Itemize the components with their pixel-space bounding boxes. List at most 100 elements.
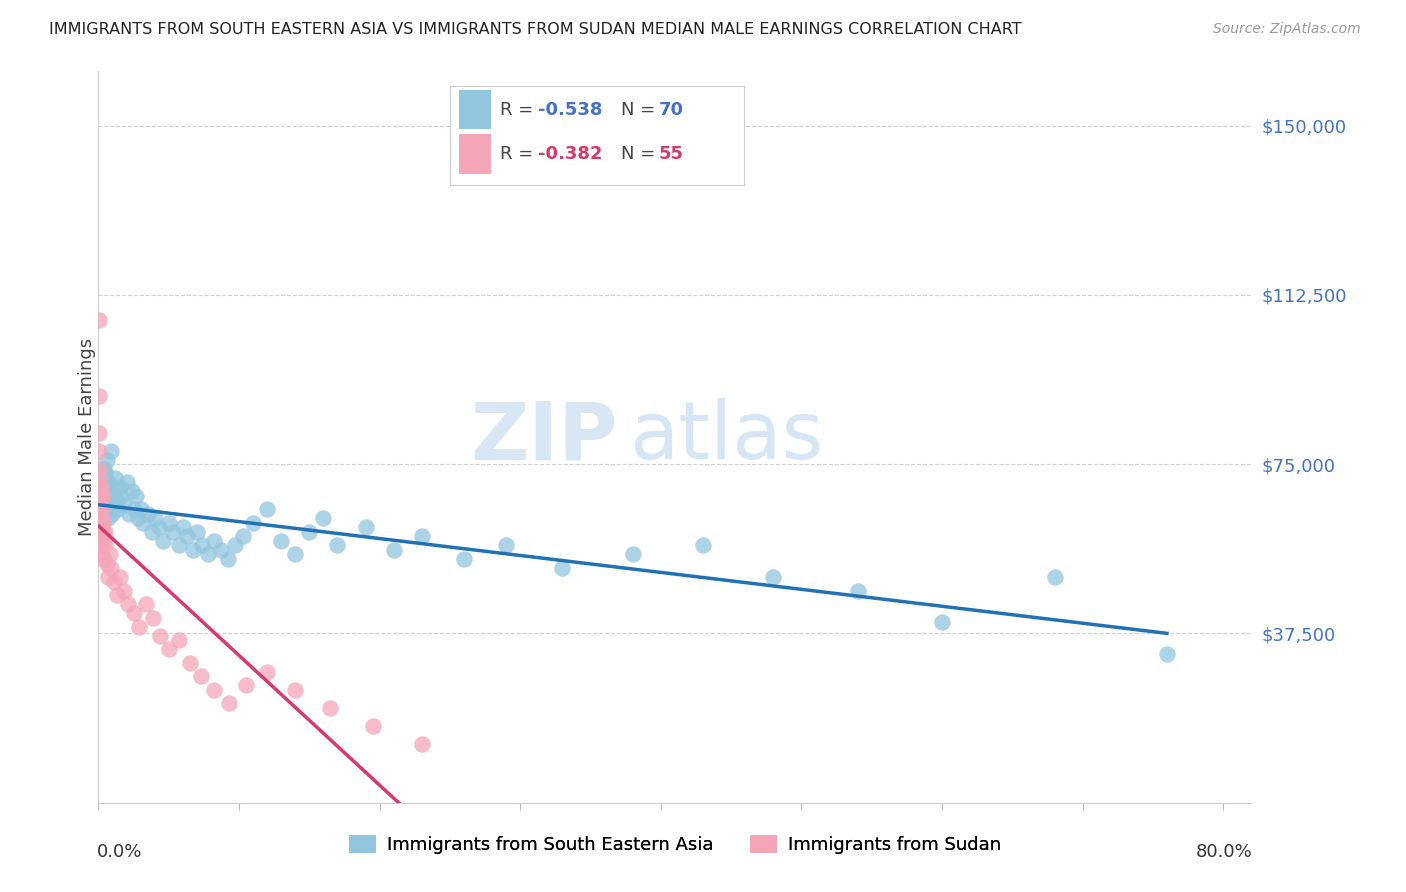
- Point: [149, 629, 172, 643]
- Point: [217, 552, 239, 566]
- Point: [157, 516, 180, 530]
- Point: [89, 524, 111, 539]
- Point: [90, 548, 112, 562]
- Point: [97, 511, 120, 525]
- Point: [135, 597, 157, 611]
- Point: [298, 524, 321, 539]
- Legend: Immigrants from South Eastern Asia, Immigrants from Sudan: Immigrants from South Eastern Asia, Immi…: [340, 826, 1010, 863]
- Point: [105, 588, 128, 602]
- Point: [202, 682, 225, 697]
- Point: [235, 678, 257, 692]
- Point: [91, 489, 114, 503]
- Point: [209, 543, 232, 558]
- Point: [1043, 570, 1066, 584]
- Point: [100, 502, 122, 516]
- Point: [621, 548, 644, 562]
- Point: [90, 502, 112, 516]
- Point: [98, 548, 121, 562]
- Point: [94, 466, 117, 480]
- Text: 80.0%: 80.0%: [1195, 843, 1253, 861]
- Text: Source: ZipAtlas.com: Source: ZipAtlas.com: [1213, 22, 1361, 37]
- Point: [181, 543, 204, 558]
- Point: [103, 574, 125, 589]
- Point: [129, 502, 152, 516]
- Point: [104, 471, 127, 485]
- Point: [326, 538, 349, 552]
- Point: [197, 548, 219, 562]
- Point: [90, 516, 112, 530]
- Point: [91, 524, 114, 539]
- Point: [167, 538, 190, 552]
- Point: [931, 615, 953, 630]
- Point: [224, 538, 246, 552]
- Point: [242, 516, 264, 530]
- Point: [105, 493, 128, 508]
- Point: [90, 529, 112, 543]
- Point: [100, 561, 122, 575]
- Point: [453, 552, 475, 566]
- Point: [110, 489, 132, 503]
- Point: [218, 697, 240, 711]
- Point: [270, 533, 292, 548]
- Point: [90, 511, 114, 525]
- Point: [90, 480, 112, 494]
- Point: [96, 452, 118, 467]
- Point: [142, 610, 165, 624]
- Point: [97, 570, 120, 584]
- Point: [89, 425, 111, 440]
- Point: [136, 507, 159, 521]
- Point: [90, 533, 112, 548]
- Point: [89, 516, 111, 530]
- Point: [167, 633, 190, 648]
- Point: [152, 533, 174, 548]
- Text: 0.0%: 0.0%: [97, 843, 142, 861]
- Point: [89, 507, 111, 521]
- Point: [89, 389, 111, 403]
- Point: [117, 597, 139, 611]
- Point: [141, 524, 163, 539]
- Point: [1156, 647, 1178, 661]
- Point: [89, 493, 111, 508]
- Point: [312, 511, 335, 525]
- Point: [190, 669, 212, 683]
- Point: [101, 507, 124, 521]
- Point: [94, 524, 117, 539]
- Point: [191, 538, 214, 552]
- Point: [284, 682, 307, 697]
- Point: [319, 701, 342, 715]
- Point: [162, 524, 184, 539]
- Point: [96, 557, 118, 571]
- Point: [112, 498, 135, 512]
- Point: [143, 511, 166, 525]
- Text: atlas: atlas: [628, 398, 823, 476]
- Point: [107, 502, 129, 516]
- Point: [132, 516, 155, 530]
- Point: [354, 520, 377, 534]
- Point: [176, 529, 198, 543]
- Point: [495, 538, 517, 552]
- Point: [148, 520, 170, 534]
- Point: [118, 507, 141, 521]
- Point: [100, 443, 122, 458]
- Point: [103, 489, 125, 503]
- Point: [256, 665, 278, 679]
- Point: [89, 538, 111, 552]
- Point: [108, 570, 131, 584]
- Point: [846, 583, 869, 598]
- Point: [127, 511, 149, 525]
- Point: [91, 489, 114, 503]
- Point: [128, 620, 150, 634]
- Point: [125, 489, 148, 503]
- Point: [93, 533, 115, 548]
- Point: [157, 642, 180, 657]
- Point: [89, 489, 111, 503]
- Point: [762, 570, 785, 584]
- Point: [202, 533, 225, 548]
- Point: [172, 520, 194, 534]
- Point: [411, 529, 433, 543]
- Point: [93, 552, 115, 566]
- Point: [93, 480, 115, 494]
- Point: [98, 493, 121, 508]
- Point: [112, 583, 135, 598]
- Point: [179, 656, 201, 670]
